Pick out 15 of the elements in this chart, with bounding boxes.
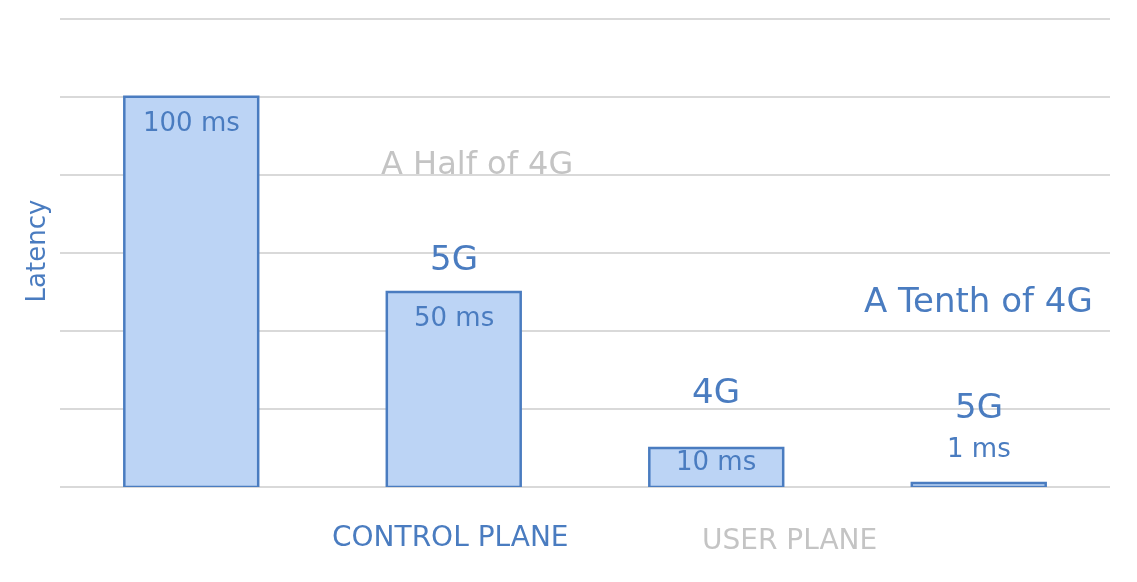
x-tick-label: 5G	[430, 238, 478, 278]
data-label: 10 ms	[676, 446, 757, 476]
data-label: 1 ms	[947, 433, 1011, 463]
bar	[123, 95, 260, 487]
x-tick-label: 4G	[692, 371, 740, 411]
text: USER PLANE	[702, 523, 878, 556]
data-label: 100 ms	[143, 107, 240, 137]
text: CONTROL PLANE	[332, 520, 569, 553]
bar	[910, 481, 1047, 487]
bar	[385, 290, 522, 487]
y-axis-title: Latency	[21, 199, 52, 303]
annotation: A Half of 4G	[381, 144, 574, 182]
x-tick-label: 5G	[955, 386, 1003, 426]
data-label: 50 ms	[414, 302, 495, 332]
annotation: A Tenth of 4G	[864, 280, 1093, 320]
